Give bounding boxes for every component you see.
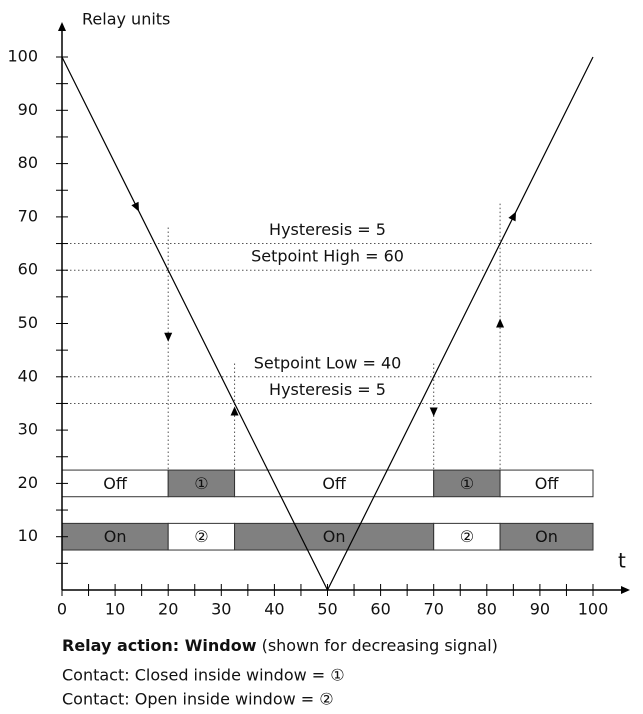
relay-label: ② — [194, 527, 208, 546]
relay-segment — [61, 522, 169, 551]
signal-arrow — [131, 201, 139, 212]
relay-label: ① — [194, 474, 208, 493]
switch-arrow — [230, 406, 239, 416]
x-tick-label: 90 — [530, 600, 550, 619]
relay-label: Off — [535, 474, 560, 493]
relay-segment — [499, 469, 594, 498]
relay-label: On — [535, 527, 558, 546]
relay-segment — [433, 469, 501, 498]
y-tick-label: 30 — [18, 420, 38, 439]
y-axis-arrow — [58, 22, 66, 31]
switch-arrow — [496, 318, 505, 328]
relay-segment — [167, 522, 236, 551]
y-tick-label: 60 — [18, 260, 38, 279]
reference-label: Setpoint Low = 40 — [254, 353, 402, 372]
y-axis-label: Relay units — [82, 10, 170, 29]
x-tick-label: 40 — [264, 600, 284, 619]
y-tick-label: 100 — [7, 47, 38, 66]
signal-arrow — [508, 211, 517, 222]
footer-line: Contact: Closed inside window = ① — [62, 666, 345, 685]
x-tick-label: 60 — [370, 600, 390, 619]
y-tick-label: 70 — [18, 206, 38, 225]
x-axis-label: t — [618, 549, 626, 573]
relay-label: Off — [103, 474, 128, 493]
relay-label: ② — [460, 527, 474, 546]
y-tick-label: 20 — [18, 473, 38, 492]
y-tick-label: 40 — [18, 366, 38, 385]
reference-label: Hysteresis = 5 — [269, 220, 386, 239]
switch-arrow — [429, 407, 438, 417]
y-tick-label: 50 — [18, 313, 38, 332]
relay-label: On — [104, 527, 127, 546]
footer-line: Contact: Open inside window = ② — [62, 690, 334, 709]
x-tick-label: 100 — [578, 600, 609, 619]
y-tick-label: 90 — [18, 100, 38, 119]
relay-label: ① — [460, 474, 474, 493]
x-tick-label: 0 — [57, 600, 67, 619]
signal-line — [61, 56, 594, 592]
x-axis-arrow — [621, 586, 630, 594]
relay-segment — [234, 469, 435, 498]
y-tick-label: 10 — [18, 526, 38, 545]
x-tick-label: 80 — [477, 600, 497, 619]
relay-label: Off — [322, 474, 347, 493]
x-tick-label: 20 — [158, 600, 178, 619]
y-tick-label: 80 — [18, 153, 38, 172]
x-tick-label: 50 — [317, 600, 337, 619]
relay-segment — [499, 522, 594, 551]
x-tick-label: 10 — [105, 600, 125, 619]
footer-rest: (shown for decreasing signal) — [262, 636, 498, 655]
relay-segment — [167, 469, 236, 498]
x-tick-label: 70 — [424, 600, 444, 619]
footer-bold: Relay action: Window — [62, 636, 257, 655]
reference-label: Setpoint High = 60 — [251, 247, 404, 266]
switch-arrow — [164, 332, 173, 342]
footer-title: Relay action: Window (shown for decreasi… — [62, 636, 498, 655]
reference-label: Hysteresis = 5 — [269, 380, 386, 399]
x-tick-label: 30 — [211, 600, 231, 619]
relay-label: On — [323, 527, 346, 546]
